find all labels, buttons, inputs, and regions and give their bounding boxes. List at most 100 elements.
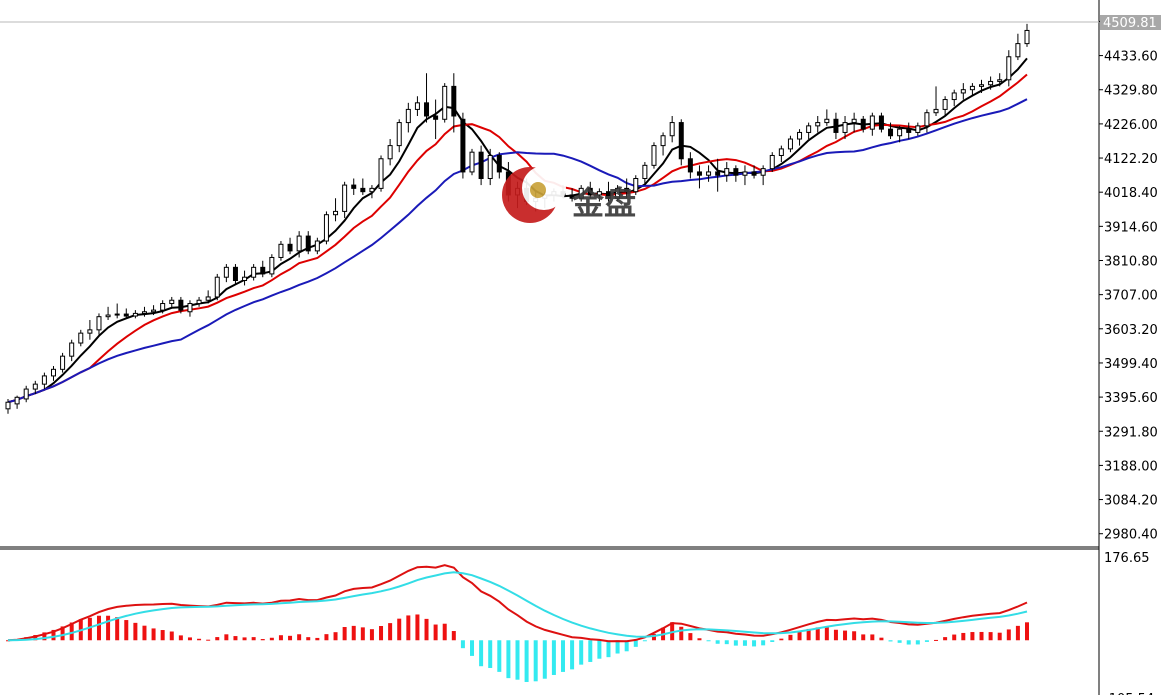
candle <box>387 139 393 166</box>
candle <box>60 352 66 373</box>
candle <box>833 112 839 140</box>
macd-lines <box>7 564 1028 643</box>
candle <box>141 306 147 317</box>
macd-bar <box>470 640 475 656</box>
candle-body-up <box>23 388 29 400</box>
candle <box>897 125 903 143</box>
candle-body-down <box>360 187 366 193</box>
macd-bar <box>87 617 92 641</box>
macd-bar <box>970 632 975 641</box>
candle-body-up <box>187 303 193 313</box>
macd-bar <box>943 637 948 641</box>
macd-bar <box>697 638 702 641</box>
candle <box>333 198 339 222</box>
candle-body-up <box>160 303 166 311</box>
candle-body-down <box>287 243 293 252</box>
price-tick-label: 4226.00 <box>1104 118 1158 133</box>
macd-bar <box>133 622 138 641</box>
candle <box>87 319 93 340</box>
candle <box>360 178 366 195</box>
macd-bar <box>606 640 611 658</box>
candle-body-up <box>323 214 329 242</box>
macd-bar <box>615 640 620 654</box>
candle-body-down <box>860 118 866 130</box>
candle-body-down <box>424 102 430 117</box>
candle-body-up <box>442 85 448 120</box>
candle-body-down <box>351 184 357 189</box>
candle-body-down <box>888 128 894 137</box>
candle <box>496 152 502 179</box>
candle <box>78 329 84 347</box>
candle <box>979 79 985 93</box>
candle-body-up <box>669 122 675 137</box>
watermark-gold-dot <box>530 182 546 198</box>
macd-bar <box>288 635 293 641</box>
candle-body-up <box>724 168 730 176</box>
price-tick-label: 3395.60 <box>1104 391 1158 406</box>
macd-bar <box>187 637 192 641</box>
macd-bar <box>852 631 857 641</box>
macd-bar <box>560 640 565 672</box>
candle <box>906 122 912 140</box>
candle <box>405 102 411 133</box>
candle <box>878 112 884 133</box>
price-tick-label: 2980.40 <box>1104 528 1158 543</box>
candle <box>942 96 948 116</box>
price-tick-label: 3707.00 <box>1104 289 1158 304</box>
candle-body-up <box>651 145 657 166</box>
macd-bar <box>815 627 820 641</box>
candle-body-down <box>178 299 184 311</box>
candle-body-down <box>232 266 238 282</box>
candle-body-up <box>196 299 202 305</box>
macd-bar <box>460 640 465 649</box>
candle-body-up <box>760 168 766 176</box>
macd-bar <box>33 635 38 641</box>
macd-bar <box>579 640 584 665</box>
candle-body-down <box>260 266 266 275</box>
macd-bar <box>251 637 256 641</box>
price-tick-label: 4329.80 <box>1104 84 1158 99</box>
macd-bar <box>269 637 274 641</box>
candle <box>1024 23 1030 47</box>
candle <box>460 112 466 179</box>
candle <box>169 296 175 309</box>
candle <box>223 264 229 283</box>
macd-bar <box>742 640 747 646</box>
candle <box>287 237 293 255</box>
macd-bar <box>278 635 283 641</box>
macd-bar <box>169 631 174 641</box>
candle <box>1006 50 1012 87</box>
candle <box>32 380 38 395</box>
candle <box>487 148 493 186</box>
candle-body-up <box>487 154 493 180</box>
candle <box>969 83 975 97</box>
candle <box>478 145 484 186</box>
macd-bar <box>351 625 356 641</box>
candle-body-down <box>906 128 912 133</box>
candle-body-up <box>32 383 38 390</box>
candle <box>797 129 803 146</box>
candle <box>342 181 348 218</box>
price-tick-label: 4433.60 <box>1104 50 1158 65</box>
candle-body-up <box>132 312 138 317</box>
candle <box>232 264 238 284</box>
candle <box>706 165 712 182</box>
candle-body-up <box>60 355 66 370</box>
price-tick-label: 3499.40 <box>1104 357 1158 372</box>
candle <box>569 188 575 202</box>
candle <box>187 300 193 317</box>
candle-body-up <box>14 396 20 405</box>
candle <box>442 83 448 123</box>
macd-bar <box>488 640 493 668</box>
candle-body-up <box>378 158 384 189</box>
candle <box>587 181 593 199</box>
candle-body-up <box>924 112 930 127</box>
candle-body-down <box>123 313 129 317</box>
candle-body-up <box>951 92 957 101</box>
candle-body-up <box>742 171 748 176</box>
macd-bar <box>997 632 1002 641</box>
candle-body-up <box>869 115 875 130</box>
macd-bar <box>1025 622 1029 641</box>
macd-bar <box>788 634 793 641</box>
candle-body-up <box>296 235 302 252</box>
